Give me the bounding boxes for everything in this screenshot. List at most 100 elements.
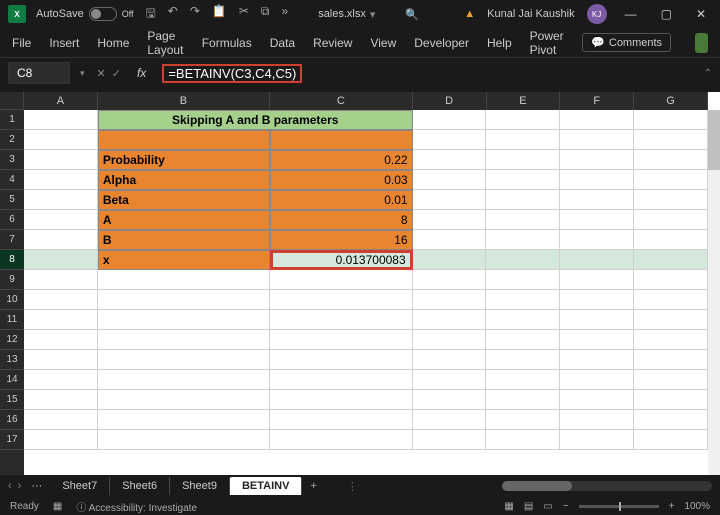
- tab-nav-next-icon[interactable]: ›: [18, 480, 22, 492]
- comments-button[interactable]: 💬 Comments: [582, 33, 671, 52]
- tab-overflow[interactable]: ···: [31, 480, 42, 492]
- zoom-level[interactable]: 100%: [684, 501, 710, 512]
- cell-d6[interactable]: [413, 210, 487, 230]
- cell-f2[interactable]: [560, 130, 634, 150]
- cell-g8[interactable]: [634, 250, 708, 270]
- cell-e1[interactable]: [486, 110, 560, 130]
- sheet-tab-sheet7[interactable]: Sheet7: [50, 477, 110, 495]
- cell-f4[interactable]: [560, 170, 634, 190]
- ribbon-tab-formulas[interactable]: Formulas: [202, 36, 252, 50]
- accessibility-status[interactable]: ⓘ Accessibility: Investigate: [76, 499, 197, 514]
- cell-f13[interactable]: [560, 350, 634, 370]
- maximize-button[interactable]: ▢: [655, 7, 678, 21]
- row-header-9[interactable]: 9: [0, 270, 24, 290]
- cell-e15[interactable]: [486, 390, 560, 410]
- cell-c2[interactable]: [270, 130, 413, 150]
- cell-e2[interactable]: [486, 130, 560, 150]
- cell-g1[interactable]: [634, 110, 708, 130]
- cell-g5[interactable]: [634, 190, 708, 210]
- cell-a14[interactable]: [24, 370, 98, 390]
- row-header-12[interactable]: 12: [0, 330, 24, 350]
- ribbon-tab-home[interactable]: Home: [97, 36, 129, 50]
- row-header-4[interactable]: 4: [0, 170, 24, 190]
- namebox-dropdown-icon[interactable]: ▾: [80, 68, 85, 79]
- name-box[interactable]: C8: [8, 62, 70, 84]
- row-header-16[interactable]: 16: [0, 410, 24, 430]
- ribbon-tab-developer[interactable]: Developer: [414, 36, 469, 50]
- cell-g14[interactable]: [634, 370, 708, 390]
- cell-a17[interactable]: [24, 430, 98, 450]
- ribbon-tab-file[interactable]: File: [12, 36, 31, 50]
- cell-d8[interactable]: [413, 250, 487, 270]
- cell-f9[interactable]: [560, 270, 634, 290]
- cell-c10[interactable]: [270, 290, 413, 310]
- cell-e9[interactable]: [486, 270, 560, 290]
- row-header-10[interactable]: 10: [0, 290, 24, 310]
- close-button[interactable]: ✕: [690, 7, 712, 21]
- view-page-icon[interactable]: ▤: [524, 501, 533, 512]
- cell-a4[interactable]: [24, 170, 98, 190]
- cell-d10[interactable]: [413, 290, 487, 310]
- zoom-in-button[interactable]: +: [669, 501, 675, 512]
- cell-e6[interactable]: [486, 210, 560, 230]
- col-header-f[interactable]: F: [560, 92, 634, 110]
- add-sheet-button[interactable]: +: [310, 480, 316, 492]
- cell-f17[interactable]: [560, 430, 634, 450]
- cell-f15[interactable]: [560, 390, 634, 410]
- cell-b3[interactable]: Probability: [98, 150, 270, 170]
- cell-b1-c1-merged[interactable]: Skipping A and B parameters: [98, 110, 413, 130]
- cell-a2[interactable]: [24, 130, 98, 150]
- cell-b15[interactable]: [98, 390, 270, 410]
- cell-c11[interactable]: [270, 310, 413, 330]
- cell-a3[interactable]: [24, 150, 98, 170]
- row-header-15[interactable]: 15: [0, 390, 24, 410]
- cell-g4[interactable]: [634, 170, 708, 190]
- cell-g13[interactable]: [634, 350, 708, 370]
- cell-b10[interactable]: [98, 290, 270, 310]
- cell-g17[interactable]: [634, 430, 708, 450]
- cell-b5[interactable]: Beta: [98, 190, 270, 210]
- cell-d1[interactable]: [413, 110, 487, 130]
- sheet-tab-sheet9[interactable]: Sheet9: [170, 477, 230, 495]
- fx-icon[interactable]: fx: [137, 66, 146, 80]
- cell-a15[interactable]: [24, 390, 98, 410]
- cell-d3[interactable]: [413, 150, 487, 170]
- cell-b9[interactable]: [98, 270, 270, 290]
- col-header-c[interactable]: C: [270, 92, 413, 110]
- formula-input[interactable]: =BETAINV(C3,C4,C5): [156, 62, 691, 84]
- view-break-icon[interactable]: ▭: [543, 501, 552, 512]
- cell-e16[interactable]: [486, 410, 560, 430]
- cell-c8-selected[interactable]: 0.013700083: [270, 250, 413, 270]
- col-header-d[interactable]: D: [413, 92, 487, 110]
- cell-g3[interactable]: [634, 150, 708, 170]
- cell-c5[interactable]: 0.01: [270, 190, 413, 210]
- cell-e8[interactable]: [486, 250, 560, 270]
- ribbon-tab-help[interactable]: Help: [487, 36, 512, 50]
- cell-b7[interactable]: B: [98, 230, 270, 250]
- cell-a8[interactable]: [24, 250, 98, 270]
- cell-e5[interactable]: [486, 190, 560, 210]
- cell-d17[interactable]: [413, 430, 487, 450]
- cell-a10[interactable]: [24, 290, 98, 310]
- cell-e10[interactable]: [486, 290, 560, 310]
- cell-b12[interactable]: [98, 330, 270, 350]
- cell-e3[interactable]: [486, 150, 560, 170]
- cut-icon[interactable]: ✂: [239, 4, 249, 25]
- cell-b11[interactable]: [98, 310, 270, 330]
- macro-icon[interactable]: ▦: [53, 501, 62, 512]
- sheet-tab-sheet6[interactable]: Sheet6: [110, 477, 170, 495]
- more-icon[interactable]: »: [282, 4, 289, 25]
- cell-d9[interactable]: [413, 270, 487, 290]
- cell-b6[interactable]: A: [98, 210, 270, 230]
- warning-icon[interactable]: ▲: [464, 8, 475, 20]
- cell-c15[interactable]: [270, 390, 413, 410]
- cell-b17[interactable]: [98, 430, 270, 450]
- cell-f8[interactable]: [560, 250, 634, 270]
- search-icon[interactable]: 🔍: [405, 8, 419, 21]
- cell-d12[interactable]: [413, 330, 487, 350]
- row-header-3[interactable]: 3: [0, 150, 24, 170]
- cell-g10[interactable]: [634, 290, 708, 310]
- zoom-out-button[interactable]: −: [563, 501, 569, 512]
- cell-f10[interactable]: [560, 290, 634, 310]
- tab-nav-prev-icon[interactable]: ‹: [8, 480, 12, 492]
